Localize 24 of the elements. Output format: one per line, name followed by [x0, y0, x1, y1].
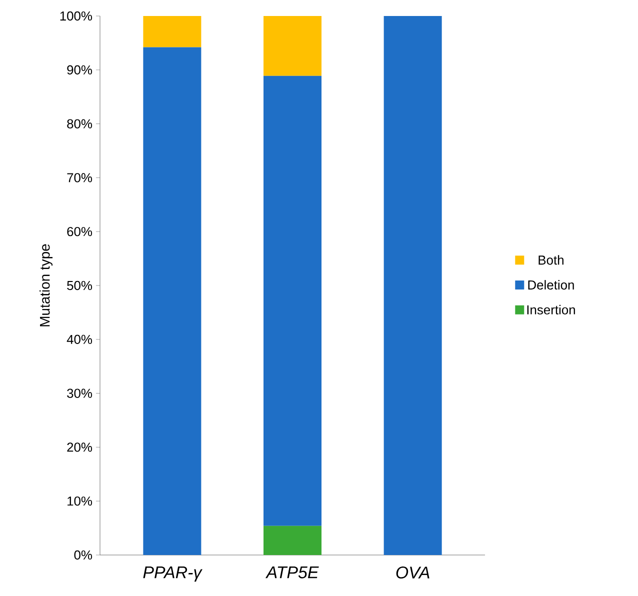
bar: [384, 16, 442, 555]
y-tick-label: 20%: [67, 442, 92, 452]
y-tick-label: 70%: [67, 173, 92, 182]
y-tick-label: 90%: [67, 65, 92, 74]
y-tick-label: 50%: [67, 280, 92, 290]
y-axis-title: Mutation type: [40, 244, 53, 326]
bar: [264, 76, 322, 526]
y-tick-label: 60%: [67, 227, 92, 236]
bar: [264, 16, 322, 76]
bar: [143, 16, 202, 48]
bar: [143, 47, 202, 555]
y-tick-label: 80%: [67, 119, 92, 128]
x-tick-label: ATP5E: [265, 566, 319, 578]
bar: [264, 526, 322, 555]
y-tick-label: 40%: [66, 334, 92, 344]
legend-label: Both: [538, 255, 564, 265]
y-tick-label: 100%: [60, 11, 92, 21]
x-tick-label: OVA: [396, 566, 430, 579]
y-tick-label: 30%: [67, 388, 92, 398]
legend-label: Insertion: [527, 304, 575, 314]
legend-label: Deletion: [528, 280, 574, 290]
y-tick-label: 10%: [68, 496, 92, 506]
x-tick-label: PPAR-γ: [143, 566, 202, 582]
y-tick-label: 0%: [74, 550, 92, 560]
